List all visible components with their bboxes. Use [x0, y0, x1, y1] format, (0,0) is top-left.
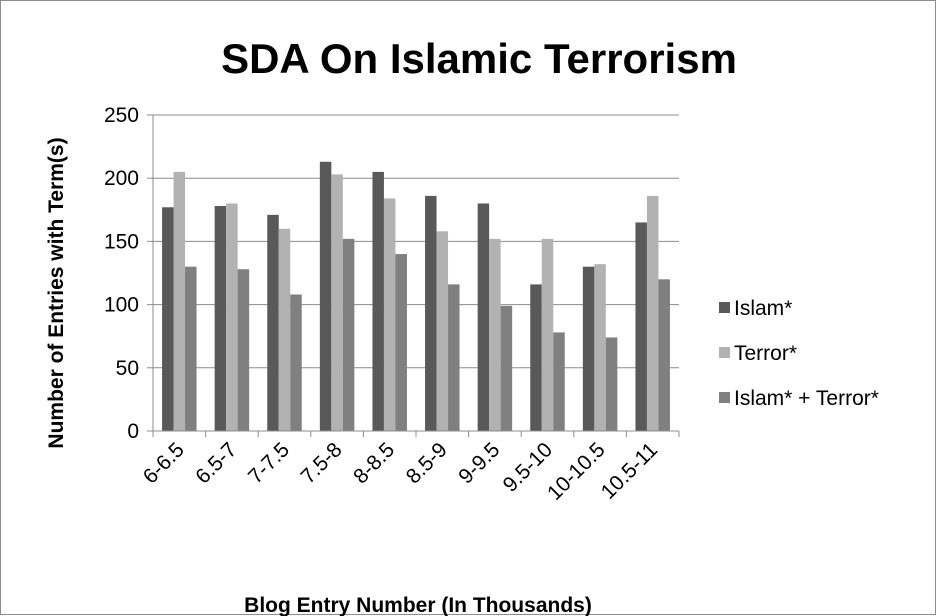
y-tick-label: 200	[104, 167, 139, 190]
y-tick-label: 0	[127, 420, 139, 443]
x-tick-label: 7.5-8	[297, 438, 347, 488]
x-tick-label: 10-10.5	[543, 438, 610, 505]
bar	[267, 214, 279, 431]
y-tick-label: 150	[104, 230, 139, 253]
bar	[658, 279, 670, 431]
x-tick-label: 9-9.5	[454, 438, 504, 488]
bar	[214, 206, 227, 431]
bar	[162, 207, 174, 431]
legend-swatch	[719, 302, 730, 313]
x-tick-label: 6-6.5	[139, 438, 189, 488]
y-tick-label: 250	[104, 104, 139, 127]
legend-label: Terror*	[734, 342, 797, 365]
bar	[331, 174, 343, 431]
bar	[582, 266, 595, 431]
legend-swatch	[719, 392, 730, 403]
x-tick-labels: 6-6.5 6.5-7 7-7.5 7.5-8 8-8.5 8.5-9 9-9.59.5-1…	[139, 438, 663, 505]
bar	[425, 195, 437, 431]
chart-title: SDA On Islamic Terrorism	[221, 35, 737, 82]
bar	[372, 171, 384, 431]
x-axis-title: Blog Entry Number (In Thousands)	[244, 594, 592, 616]
legend-label: Islam*	[734, 297, 792, 320]
bar	[290, 294, 302, 431]
bar	[477, 203, 490, 431]
x-tick-label: 7-7.5	[244, 438, 294, 488]
bars	[162, 161, 670, 431]
bar	[342, 238, 355, 431]
bar	[605, 337, 618, 431]
bar	[383, 198, 396, 431]
y-axis-title: Number of Entries with Term(s)	[45, 137, 68, 448]
bar	[278, 228, 291, 431]
bar	[395, 254, 407, 431]
bar	[448, 284, 460, 431]
bar	[237, 269, 250, 431]
legend: Islam* Terror* Islam* + Terror*	[719, 297, 879, 410]
x-tick-label: 6.5-7	[191, 438, 241, 488]
axes	[147, 114, 680, 437]
bar	[553, 332, 565, 431]
bar	[185, 266, 197, 431]
x-tick-label: 10.5-11	[597, 438, 663, 504]
legend-label: Islam* + Terror*	[734, 387, 879, 410]
x-tick-label: 8-8.5	[349, 438, 399, 488]
bar	[436, 231, 449, 431]
bar	[594, 264, 606, 431]
bar	[635, 222, 647, 431]
bar	[489, 238, 501, 431]
bar	[319, 161, 332, 431]
bar	[541, 238, 554, 431]
y-tick-labels: 0 50 100 150 200 250	[104, 104, 139, 443]
legend-swatch	[719, 347, 730, 358]
y-tick-label: 50	[116, 357, 139, 380]
bar	[646, 195, 659, 431]
x-tick-label: 8.5-9	[402, 438, 452, 488]
y-tick-label: 100	[104, 294, 139, 317]
bar	[500, 305, 513, 431]
bar	[173, 171, 186, 431]
bar	[226, 203, 238, 431]
bar	[530, 284, 542, 431]
